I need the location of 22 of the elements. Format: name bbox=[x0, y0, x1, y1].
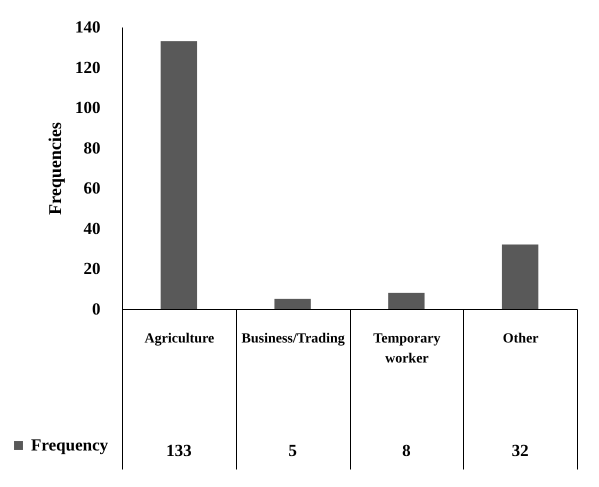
bar bbox=[274, 298, 311, 309]
y-tick-label: 140 bbox=[75, 18, 100, 36]
y-tick-label: 60 bbox=[84, 178, 100, 198]
x-tick-label: Business/Trading bbox=[242, 332, 345, 346]
y-axis-title: Frequencies bbox=[45, 122, 65, 215]
bar bbox=[502, 244, 538, 309]
data-label: 133 bbox=[166, 441, 192, 460]
y-tick-label: 40 bbox=[84, 218, 100, 238]
y-tick-label: 100 bbox=[75, 98, 100, 118]
x-tick-label: Other bbox=[502, 332, 539, 346]
x-tick-label: Agriculture bbox=[144, 332, 214, 346]
bar bbox=[160, 41, 198, 309]
y-tick-label: 0 bbox=[92, 300, 100, 318]
data-label: 8 bbox=[402, 441, 411, 460]
y-tick-label: 120 bbox=[75, 58, 100, 77]
y-tick-label: 20 bbox=[84, 259, 100, 278]
y-tick-label: 80 bbox=[84, 138, 100, 158]
bar bbox=[388, 292, 425, 309]
legend-label: Frequency bbox=[31, 436, 109, 454]
data-label: 32 bbox=[512, 441, 529, 460]
x-tick-label: Temporary worker bbox=[373, 332, 440, 366]
data-label: 5 bbox=[288, 441, 297, 460]
